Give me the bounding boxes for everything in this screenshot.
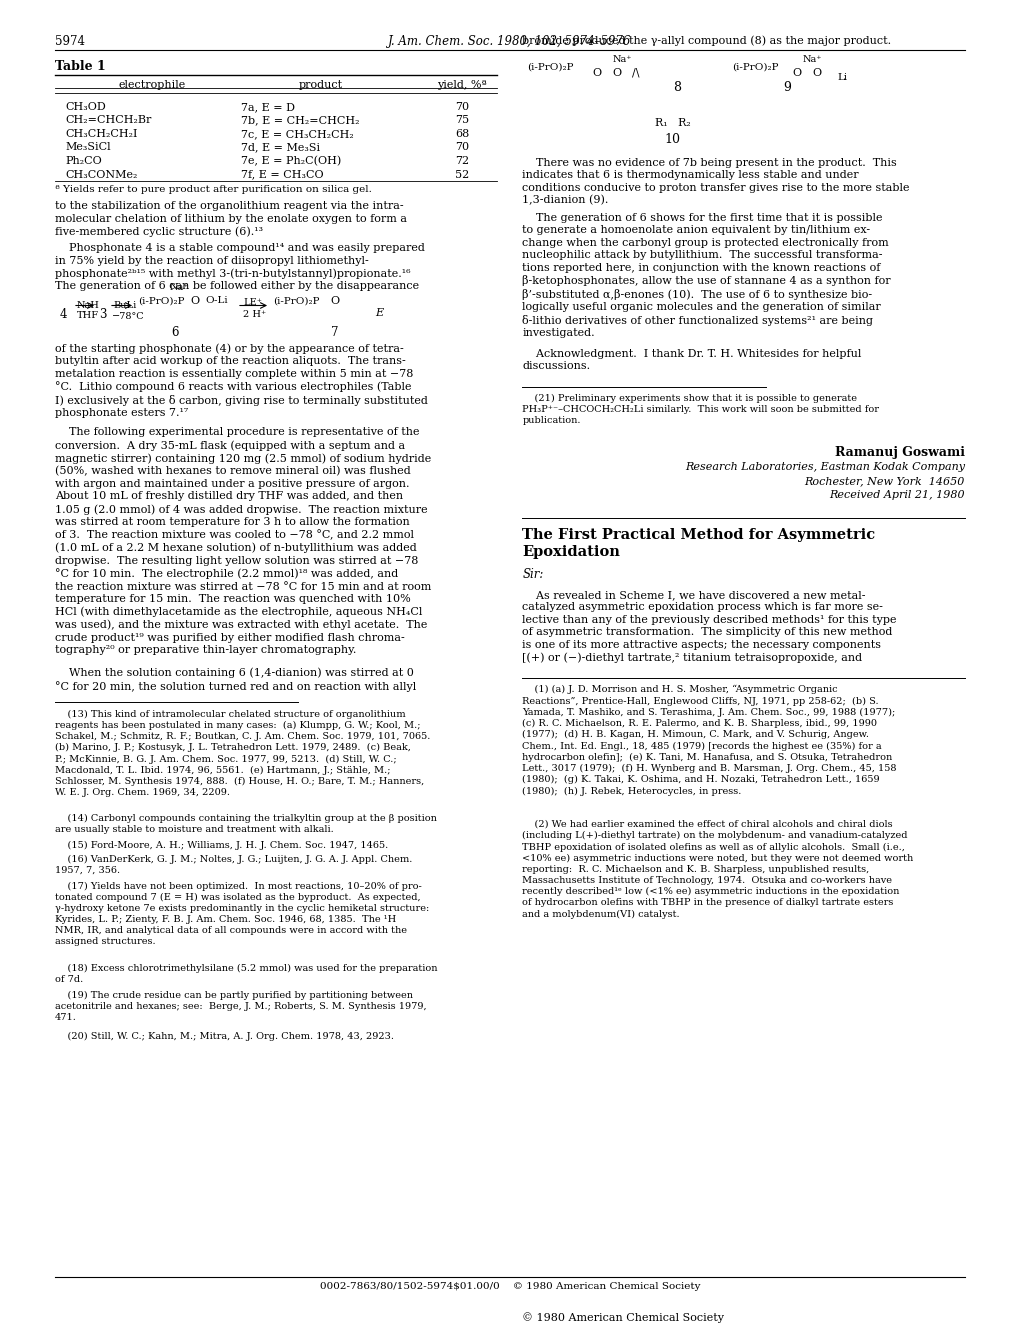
- Text: 5974: 5974: [55, 35, 85, 48]
- Text: J. Am. Chem. Soc. 1980, 102, 5974–5976: J. Am. Chem. Soc. 1980, 102, 5974–5976: [388, 35, 631, 48]
- Text: Ph₂CO: Ph₂CO: [65, 157, 102, 166]
- Text: to the stabilization of the organolithium reagent via the intra-
molecular chela: to the stabilization of the organolithiu…: [55, 202, 407, 238]
- Text: (18) Excess chlorotrimethylsilane (5.2 mmol) was used for the preparation
of 7d.: (18) Excess chlorotrimethylsilane (5.2 m…: [55, 963, 437, 983]
- Text: 6: 6: [171, 326, 178, 340]
- Text: −78°C: −78°C: [112, 312, 145, 321]
- Text: 7e, E = Ph₂C(OH): 7e, E = Ph₂C(OH): [240, 157, 340, 166]
- Text: 10: 10: [663, 133, 680, 146]
- Text: electrophile: electrophile: [118, 80, 185, 90]
- Text: Na⁺: Na⁺: [170, 284, 190, 292]
- Text: Li: Li: [837, 73, 847, 82]
- Text: Sir:: Sir:: [522, 568, 543, 581]
- Text: 72: 72: [454, 157, 469, 166]
- Text: Received April 21, 1980: Received April 21, 1980: [828, 490, 964, 500]
- Text: CH₃OD: CH₃OD: [65, 102, 106, 111]
- Text: There was no evidence of 7b being present in the product.  This
indicates that 6: There was no evidence of 7b being presen…: [522, 158, 909, 206]
- Text: LE⁺: LE⁺: [243, 299, 262, 308]
- Text: (20) Still, W. C.; Kahn, M.; Mitra, A. J. Org. Chem. 1978, 43, 2923.: (20) Still, W. C.; Kahn, M.; Mitra, A. J…: [55, 1031, 393, 1040]
- Text: (i-PrO)₂P: (i-PrO)₂P: [138, 296, 184, 305]
- Text: O: O: [592, 68, 601, 78]
- Text: Phosphonate 4 is a stable compound¹⁴ and was easily prepared
in 75% yield by the: Phosphonate 4 is a stable compound¹⁴ and…: [55, 243, 425, 292]
- Text: Research Laboratories, Eastman Kodak Company: Research Laboratories, Eastman Kodak Com…: [685, 462, 964, 472]
- Text: Na⁺: Na⁺: [802, 54, 821, 64]
- Text: /\: /\: [632, 68, 639, 78]
- Text: (17) Yields have not been optimized.  In most reactions, 10–20% of pro-
tonated : (17) Yields have not been optimized. In …: [55, 881, 429, 946]
- Text: O: O: [190, 296, 199, 307]
- Text: 7d, E = Me₃Si: 7d, E = Me₃Si: [240, 142, 320, 153]
- Text: O: O: [792, 68, 801, 78]
- Text: 9: 9: [783, 81, 791, 94]
- Text: 4: 4: [60, 308, 67, 321]
- Text: 7: 7: [331, 326, 338, 340]
- Text: 7b, E = CH₂=CHCH₂: 7b, E = CH₂=CHCH₂: [240, 115, 359, 126]
- Text: 8: 8: [673, 81, 681, 94]
- Text: CH₂=CHCH₂Br: CH₂=CHCH₂Br: [65, 115, 151, 126]
- Text: Na⁺: Na⁺: [611, 54, 632, 64]
- Text: © 1980 American Chemical Society: © 1980 American Chemical Society: [522, 1312, 723, 1323]
- Text: THF: THF: [76, 312, 99, 321]
- Text: 68: 68: [454, 129, 469, 139]
- Text: As revealed in Scheme I, we have discovered a new metal-
catalyzed asymmetric ep: As revealed in Scheme I, we have discove…: [522, 591, 896, 662]
- Text: 7f, E = CH₃CO: 7f, E = CH₃CO: [240, 170, 323, 179]
- Text: O: O: [611, 68, 621, 78]
- Text: (16) VanDerKerk, G. J. M.; Noltes, J. G.; Luijten, J. G. A. J. Appl. Chem.
1957,: (16) VanDerKerk, G. J. M.; Noltes, J. G.…: [55, 855, 412, 874]
- Text: 3: 3: [99, 308, 106, 321]
- Text: bromide produced the γ-allyl compound (8) as the major product.: bromide produced the γ-allyl compound (8…: [522, 35, 891, 45]
- Text: O-Li: O-Li: [205, 296, 227, 305]
- Text: (13) This kind of intramolecular chelated structure of organolithium
reagents ha: (13) This kind of intramolecular chelate…: [55, 710, 430, 798]
- Text: When the solution containing 6 (1,4-dianion) was stirred at 0
°C for 20 min, the: When the solution containing 6 (1,4-dian…: [55, 667, 416, 691]
- Text: O: O: [330, 296, 338, 307]
- Text: Me₃SiCl: Me₃SiCl: [65, 142, 110, 153]
- Text: E: E: [375, 308, 383, 318]
- Text: 75: 75: [454, 115, 469, 126]
- Text: (19) The crude residue can be partly purified by partitioning between
acetonitri: (19) The crude residue can be partly pur…: [55, 990, 426, 1022]
- Text: Rochester, New York  14650: Rochester, New York 14650: [804, 476, 964, 486]
- Text: Acknowledgment.  I thank Dr. T. H. Whitesides for helpful
discussions.: Acknowledgment. I thank Dr. T. H. Whites…: [522, 349, 861, 372]
- Text: ª Yields refer to pure product after purification on silica gel.: ª Yields refer to pure product after pur…: [55, 186, 372, 195]
- Text: of the starting phosphonate (4) or by the appearance of tetra-
butyltin after ac: of the starting phosphonate (4) or by th…: [55, 344, 427, 418]
- Text: product: product: [299, 80, 342, 90]
- Text: 70: 70: [454, 102, 469, 111]
- Text: R₁   R₂: R₁ R₂: [654, 118, 690, 127]
- Text: 7a, E = D: 7a, E = D: [240, 102, 294, 111]
- Text: (15) Ford-Moore, A. H.; Williams, J. H. J. Chem. Soc. 1947, 1465.: (15) Ford-Moore, A. H.; Williams, J. H. …: [55, 840, 388, 849]
- Text: NaH: NaH: [76, 301, 100, 311]
- Text: CH₃CH₂CH₂I: CH₃CH₂CH₂I: [65, 129, 138, 139]
- Text: (i-PrO)₂P: (i-PrO)₂P: [732, 62, 779, 72]
- Text: The generation of 6 shows for the first time that it is possible
to generate a h: The generation of 6 shows for the first …: [522, 214, 891, 338]
- Text: BuLi: BuLi: [113, 301, 137, 311]
- Text: 52: 52: [454, 170, 469, 179]
- Text: O: O: [812, 68, 821, 78]
- Text: (1) (a) J. D. Morrison and H. S. Mosher, “Asymmetric Organic
Reactions”, Prentic: (1) (a) J. D. Morrison and H. S. Mosher,…: [522, 685, 896, 796]
- Text: 7c, E = CH₃CH₂CH₂: 7c, E = CH₃CH₂CH₂: [240, 129, 354, 139]
- Text: yield, %ª: yield, %ª: [437, 80, 486, 90]
- Text: CH₃CONMe₂: CH₃CONMe₂: [65, 170, 138, 179]
- Text: (21) Preliminary experiments show that it is possible to generate
PH₃P⁺⁻–CHCOCH₂: (21) Preliminary experiments show that i…: [522, 394, 878, 426]
- Text: (14) Carbonyl compounds containing the trialkyltin group at the β position
are u: (14) Carbonyl compounds containing the t…: [55, 813, 436, 833]
- Text: Table 1: Table 1: [55, 60, 106, 73]
- Text: The following experimental procedure is representative of the
conversion.  A dry: The following experimental procedure is …: [55, 427, 431, 656]
- Text: (i-PrO)₂P: (i-PrO)₂P: [527, 62, 574, 72]
- Text: 2 H⁺: 2 H⁺: [243, 311, 266, 320]
- Text: (2) We had earlier examined the effect of chiral alcohols and chiral diols
(incl: (2) We had earlier examined the effect o…: [522, 820, 913, 918]
- Text: The First Practical Method for Asymmetric
Epoxidation: The First Practical Method for Asymmetri…: [522, 528, 874, 559]
- Text: Ramanuj Goswami: Ramanuj Goswami: [835, 446, 964, 459]
- Text: 0002-7863/80/1502-5974$01.00/0    © 1980 American Chemical Society: 0002-7863/80/1502-5974$01.00/0 © 1980 Am…: [319, 1282, 700, 1291]
- Text: (i-PrO)₂P: (i-PrO)₂P: [273, 296, 319, 305]
- Text: 70: 70: [454, 142, 469, 153]
